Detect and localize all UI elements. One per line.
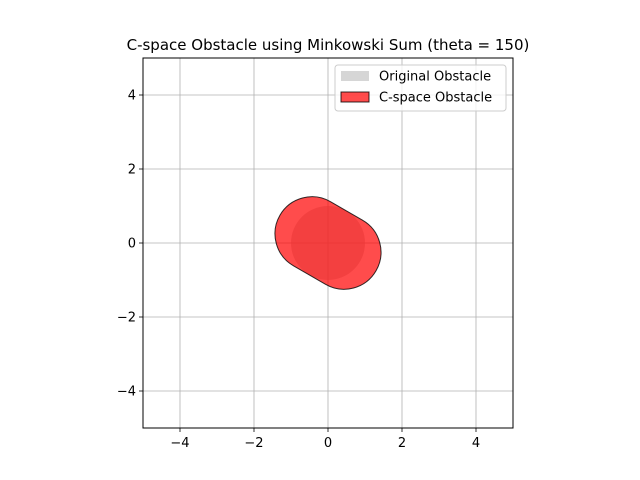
y-tick-label: 4	[128, 89, 136, 104]
x-tick-label: 0	[324, 436, 332, 451]
legend-swatch-original	[341, 71, 369, 81]
y-tick-label: −4	[117, 385, 136, 400]
x-tick-label: −4	[170, 436, 189, 451]
cspace-obstacle-shape	[274, 196, 382, 290]
legend-label-original: Original Obstacle	[379, 70, 491, 85]
chart-title: C-space Obstacle using Minkowski Sum (th…	[127, 36, 530, 54]
legend-box	[334, 64, 507, 112]
legend-label-cspace: C-space Obstacle	[379, 91, 492, 106]
ticks: −4 −2 0 2 4 −4 −2 0 2 4	[117, 89, 480, 452]
x-tick-label: 2	[398, 436, 406, 451]
x-tick-label: 4	[472, 436, 480, 451]
x-tick-label: −2	[244, 436, 263, 451]
y-tick-label: −2	[117, 311, 136, 326]
legend-swatch-cspace	[340, 91, 370, 103]
legend: Original Obstacle C-space Obstacle	[334, 64, 507, 112]
obstacle-layer	[274, 196, 382, 290]
y-tick-label: 2	[128, 163, 136, 178]
y-tick-label: 0	[128, 237, 136, 252]
